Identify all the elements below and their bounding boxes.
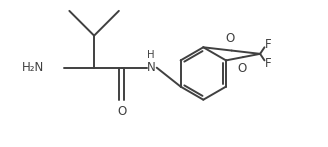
Text: F: F bbox=[265, 38, 272, 51]
Text: O: O bbox=[237, 62, 246, 75]
Text: H: H bbox=[147, 50, 154, 60]
Text: O: O bbox=[117, 105, 126, 118]
Text: N: N bbox=[147, 61, 155, 74]
Text: F: F bbox=[265, 57, 272, 70]
Text: O: O bbox=[226, 32, 235, 45]
Text: H₂N: H₂N bbox=[22, 61, 45, 74]
